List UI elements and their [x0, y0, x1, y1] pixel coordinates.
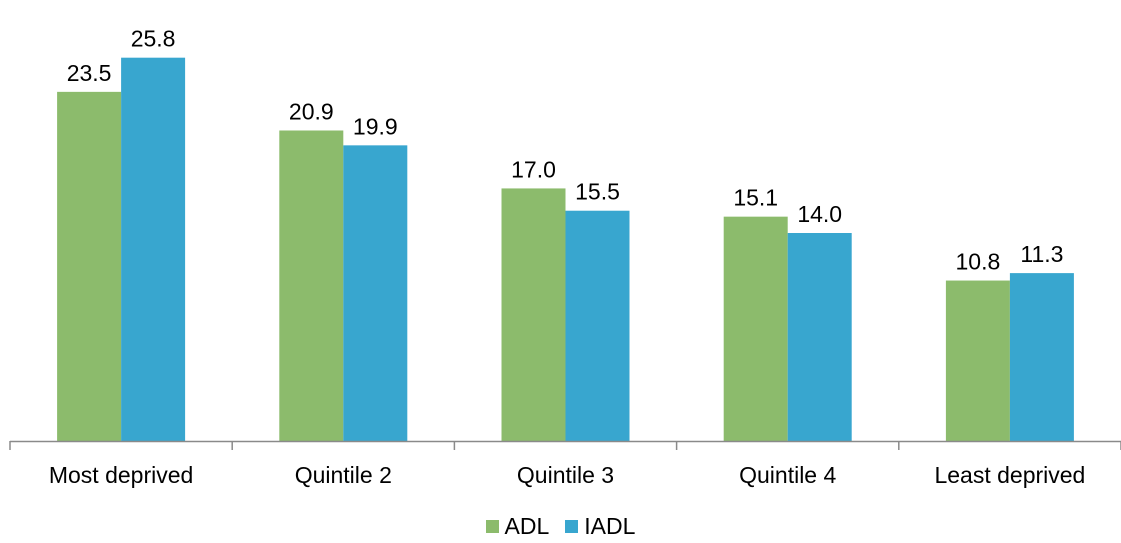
bar-adl-least-deprived — [945, 280, 1010, 441]
data-label-adl-quintile-3: 17.0 — [511, 156, 556, 182]
x-tick-label-quintile-3: Quintile 3 — [517, 462, 614, 488]
x-tick-label-least-deprived: Least deprived — [934, 462, 1085, 488]
data-label-iadl-quintile-3: 15.5 — [575, 179, 620, 205]
x-tick-label-quintile-4: Quintile 4 — [739, 462, 836, 488]
bar-iadl-quintile-4 — [787, 233, 852, 441]
x-tick-label-quintile-2: Quintile 2 — [295, 462, 392, 488]
data-label-adl-least-deprived: 10.8 — [956, 249, 1001, 275]
data-label-iadl-most-deprived: 25.8 — [131, 26, 176, 52]
bar-iadl-least-deprived — [1009, 273, 1074, 441]
legend-label-adl: ADL — [504, 512, 550, 539]
x-axis-ticks — [9, 441, 1121, 450]
bar-iadl-most-deprived — [121, 57, 186, 441]
data-label-adl-quintile-2: 20.9 — [289, 98, 334, 124]
data-label-iadl-least-deprived: 11.3 — [1020, 241, 1063, 267]
bars-layer — [57, 57, 1074, 442]
legend-item-iadl: IADL — [565, 513, 635, 540]
bar-adl-quintile-3 — [501, 188, 566, 441]
bar-iadl-quintile-3 — [565, 210, 630, 441]
x-tick-label-most-deprived: Most deprived — [49, 462, 193, 488]
legend-item-adl: ADL — [485, 512, 550, 540]
data-label-iadl-quintile-2: 19.9 — [353, 113, 398, 139]
legend: ADL IADL — [0, 512, 1121, 540]
legend-swatch-iadl — [565, 519, 579, 533]
data-labels-layer: 23.5 25.8 20.9 19.9 17.0 15.5 15.1 14.0 10.8 11.3 — [67, 26, 1064, 275]
data-label-adl-quintile-4: 15.1 — [733, 185, 778, 211]
data-label-iadl-quintile-4: 14.0 — [797, 201, 842, 227]
x-axis-tick-labels: Most deprived Quintile 2 Quintile 3 Quintil… — [49, 462, 1085, 488]
bar-adl-most-deprived — [57, 91, 122, 441]
data-label-adl-most-deprived: 23.5 — [67, 60, 112, 86]
legend-swatch-adl — [485, 519, 499, 533]
bar-iadl-quintile-2 — [343, 145, 408, 442]
bar-adl-quintile-2 — [279, 130, 344, 441]
bar-adl-quintile-4 — [723, 216, 788, 441]
legend-label-iadl: IADL — [584, 512, 636, 539]
